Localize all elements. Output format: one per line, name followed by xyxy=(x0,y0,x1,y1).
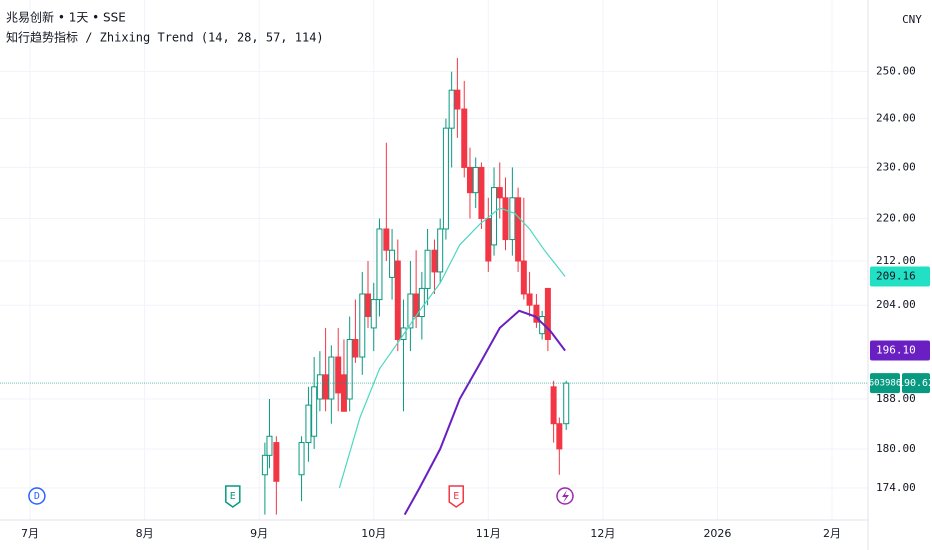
event-label: D xyxy=(34,491,40,502)
candle-body xyxy=(461,108,468,168)
candle-body xyxy=(556,423,563,450)
event-label: E xyxy=(230,491,236,502)
candle-body xyxy=(491,187,498,246)
candle-body xyxy=(550,386,557,425)
y-tick-label: 240.00 xyxy=(876,112,916,125)
candle-body xyxy=(346,338,353,400)
x-tick-label: 2月 xyxy=(823,527,841,540)
candle-body xyxy=(526,293,533,306)
candle-body xyxy=(533,304,540,323)
event-icon xyxy=(448,485,464,508)
currency: CNY xyxy=(902,13,922,26)
y-tick-label: 174.00 xyxy=(876,481,916,494)
price-tag-bg xyxy=(870,266,930,287)
x-tick-label: 7月 xyxy=(21,527,39,540)
x-tick-label: 8月 xyxy=(136,527,154,540)
candle-body xyxy=(485,217,492,262)
candle-body xyxy=(424,249,431,289)
y-tick-label: 220.00 xyxy=(876,211,916,224)
candle-body xyxy=(311,386,318,437)
candle-body xyxy=(273,442,280,482)
candle-body xyxy=(328,356,335,400)
price-tag: 209.16 xyxy=(876,270,916,283)
candle-body xyxy=(431,249,438,273)
x-tick-label: 11月 xyxy=(476,527,501,540)
candle-body xyxy=(365,293,372,318)
chart-title: 兆易创新 • 1天 • SSE xyxy=(6,10,126,25)
event-icon xyxy=(225,485,241,508)
candle-body xyxy=(466,166,473,194)
candle-body xyxy=(305,404,312,444)
candle-body xyxy=(261,454,268,476)
candle-body xyxy=(376,228,383,301)
candle-body xyxy=(359,293,366,358)
indicator-title: 知行趋势指标 / Zhixing Trend (14, 28, 57, 114) xyxy=(6,30,324,45)
event-icon xyxy=(28,487,46,505)
event-label: E xyxy=(453,491,459,502)
candle-body xyxy=(316,374,323,400)
candle-body xyxy=(352,338,359,358)
candle-body xyxy=(442,127,449,230)
candle-body xyxy=(472,166,479,194)
price-tag-bg xyxy=(902,373,930,394)
y-tick-label: 180.00 xyxy=(876,442,916,455)
candle-body xyxy=(340,374,347,412)
x-tick-label: 12月 xyxy=(590,527,615,540)
price-tag-bg xyxy=(870,340,930,361)
candle-body xyxy=(407,293,414,329)
candle-body xyxy=(515,197,522,262)
candle-body xyxy=(383,228,390,251)
candle-body xyxy=(370,299,377,329)
candle-body xyxy=(478,166,485,219)
candle-body xyxy=(448,89,455,129)
candle-body xyxy=(298,442,305,476)
plot-area xyxy=(261,57,570,516)
candle-body xyxy=(563,382,570,425)
indicator-line xyxy=(403,309,566,516)
candle-body xyxy=(418,287,425,318)
candle-body xyxy=(437,228,444,273)
symbol-tag: 603986 xyxy=(869,379,902,389)
y-tick-label: 230.00 xyxy=(876,160,916,173)
y-tick-label: 188.00 xyxy=(876,392,916,405)
y-tick-label: 250.00 xyxy=(876,65,916,78)
x-tick-label: 9月 xyxy=(250,527,268,540)
candle-body xyxy=(266,435,273,456)
candle-body xyxy=(544,287,551,340)
candle-body xyxy=(322,374,329,400)
event-icon xyxy=(556,487,574,505)
candle-body xyxy=(335,356,342,394)
candle-body xyxy=(509,197,516,241)
symbol-tag-bg xyxy=(870,373,900,394)
x-tick-label: 2026 xyxy=(703,527,731,540)
x-tick-label: 10月 xyxy=(361,527,386,540)
price-tag: 196.10 xyxy=(876,344,916,357)
indicator-line xyxy=(338,207,566,489)
candle-body xyxy=(520,260,527,295)
price-tag: 190.62 xyxy=(898,378,932,389)
candle-body xyxy=(496,187,503,199)
candle-body xyxy=(454,89,461,110)
y-tick-label: 212.00 xyxy=(876,254,916,267)
y-tick-label: 204.00 xyxy=(876,298,916,311)
candle-body xyxy=(394,260,401,340)
candle-body xyxy=(389,249,396,278)
candle-body xyxy=(502,197,509,241)
